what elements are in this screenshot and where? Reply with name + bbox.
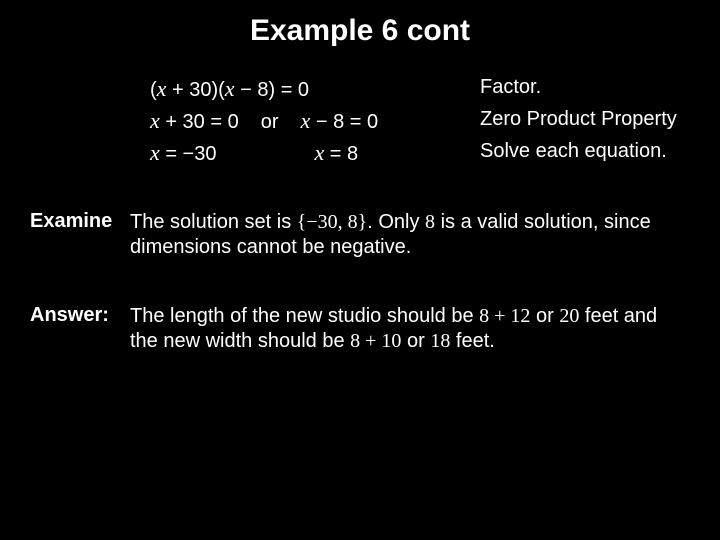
answer-e1: 8 + 12	[479, 305, 530, 327]
answer-n2: 18	[430, 330, 450, 352]
math-expr-1: (x + 30)(x − 8) = 0	[30, 76, 470, 102]
answer-p4: or	[401, 330, 430, 352]
slide: Example 6 cont (x + 30)(x − 8) = 0 Facto…	[0, 0, 720, 540]
math-expr-3: x = −30x = 8	[30, 140, 470, 166]
reason-3: Solve each equation.	[470, 140, 690, 163]
examine-p2: . Only	[367, 211, 425, 233]
work-row-3: x = −30x = 8 Solve each equation.	[30, 140, 690, 166]
answer-p1: The length of the new studio should be	[130, 305, 479, 327]
examine-eight: 8	[425, 211, 435, 233]
reason-2: Zero Product Property	[470, 108, 690, 131]
answer-p5: feet.	[450, 330, 494, 352]
work-row-2: x + 30 = 0orx − 8 = 0 Zero Product Prope…	[30, 108, 690, 134]
answer-text: The length of the new studio should be 8…	[130, 304, 690, 354]
slide-title: Example 6 cont	[30, 14, 690, 48]
reason-1: Factor.	[470, 76, 690, 99]
examine-block: Examine The solution set is {−30, 8}. On…	[30, 210, 690, 260]
examine-label: Examine	[30, 210, 130, 233]
math-expr-2: x + 30 = 0orx − 8 = 0	[30, 108, 470, 134]
answer-e2: 8 + 10	[350, 330, 401, 352]
work-row-1: (x + 30)(x − 8) = 0 Factor.	[30, 76, 690, 102]
answer-n1: 20	[559, 305, 579, 327]
examine-set: {−30, 8}	[297, 211, 367, 233]
answer-block: Answer: The length of the new studio sho…	[30, 304, 690, 354]
examine-p1: The solution set is	[130, 211, 291, 233]
answer-label: Answer:	[30, 304, 130, 327]
examine-text: The solution set is {−30, 8}. Only 8 is …	[130, 210, 690, 260]
answer-p2: or	[530, 305, 559, 327]
